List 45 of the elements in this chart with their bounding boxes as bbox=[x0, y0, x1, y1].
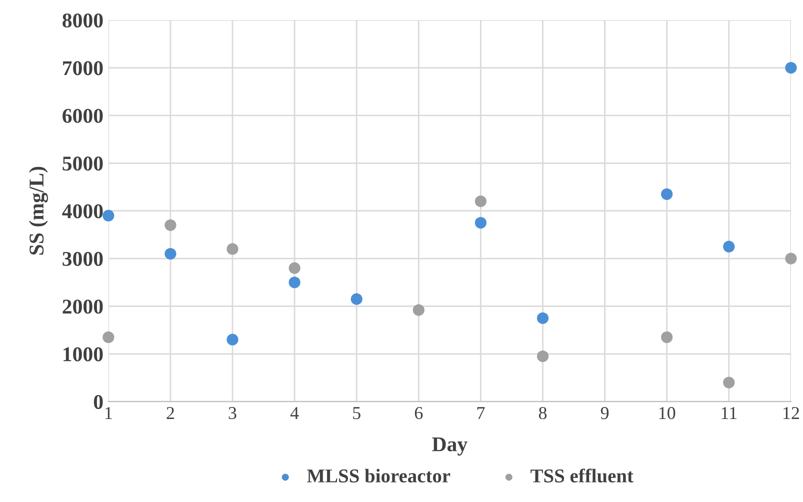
point bbox=[102, 210, 114, 222]
x-tick-label: 3 bbox=[228, 407, 236, 420]
x-tick-label: 6 bbox=[414, 407, 423, 420]
point bbox=[474, 195, 487, 208]
y-tick-label: 0 bbox=[94, 394, 103, 410]
x-tick-label: 7 bbox=[477, 407, 485, 419]
x-tick-label: 1 bbox=[105, 407, 112, 419]
x-tick-label: 12 bbox=[784, 407, 799, 419]
x-tick-label: 11 bbox=[722, 407, 737, 419]
y-tick-label: 3000 bbox=[62, 252, 103, 266]
x-tick-label: 4 bbox=[290, 407, 299, 419]
y-axis-title: SS (mg/L) bbox=[28, 166, 48, 255]
x-tick-label: 2 bbox=[166, 407, 174, 419]
legend-label: TSS effluent bbox=[530, 468, 634, 483]
point bbox=[536, 312, 549, 324]
point bbox=[288, 262, 300, 274]
legend-label: MLSS bioreactor bbox=[307, 468, 450, 482]
y-tick-label: 7000 bbox=[63, 61, 103, 76]
point bbox=[661, 188, 673, 200]
y-tick-label: 2000 bbox=[62, 300, 103, 314]
x-tick-label: 9 bbox=[600, 407, 609, 420]
x-tick-label: 8 bbox=[538, 406, 547, 420]
y-tick-label: 4000 bbox=[62, 204, 103, 218]
point bbox=[536, 350, 549, 362]
y-tick-label: 6000 bbox=[62, 108, 103, 123]
point bbox=[723, 376, 735, 388]
point bbox=[412, 304, 424, 316]
point bbox=[102, 331, 114, 344]
point bbox=[785, 252, 797, 264]
point bbox=[723, 240, 735, 252]
y-tick-label: 5000 bbox=[62, 156, 103, 171]
point bbox=[164, 248, 176, 260]
point bbox=[288, 276, 300, 288]
point bbox=[226, 334, 238, 346]
y-tick-label: 1000 bbox=[64, 347, 103, 362]
x-tick-label: 5 bbox=[353, 407, 360, 420]
x-axis-title: Day bbox=[432, 437, 468, 456]
point bbox=[164, 219, 176, 231]
point bbox=[474, 216, 487, 229]
point bbox=[785, 62, 797, 74]
point bbox=[350, 293, 362, 305]
point bbox=[661, 331, 673, 344]
y-tick-label: 8000 bbox=[62, 13, 103, 28]
x-tick-label: 10 bbox=[659, 406, 676, 420]
point bbox=[226, 243, 238, 255]
